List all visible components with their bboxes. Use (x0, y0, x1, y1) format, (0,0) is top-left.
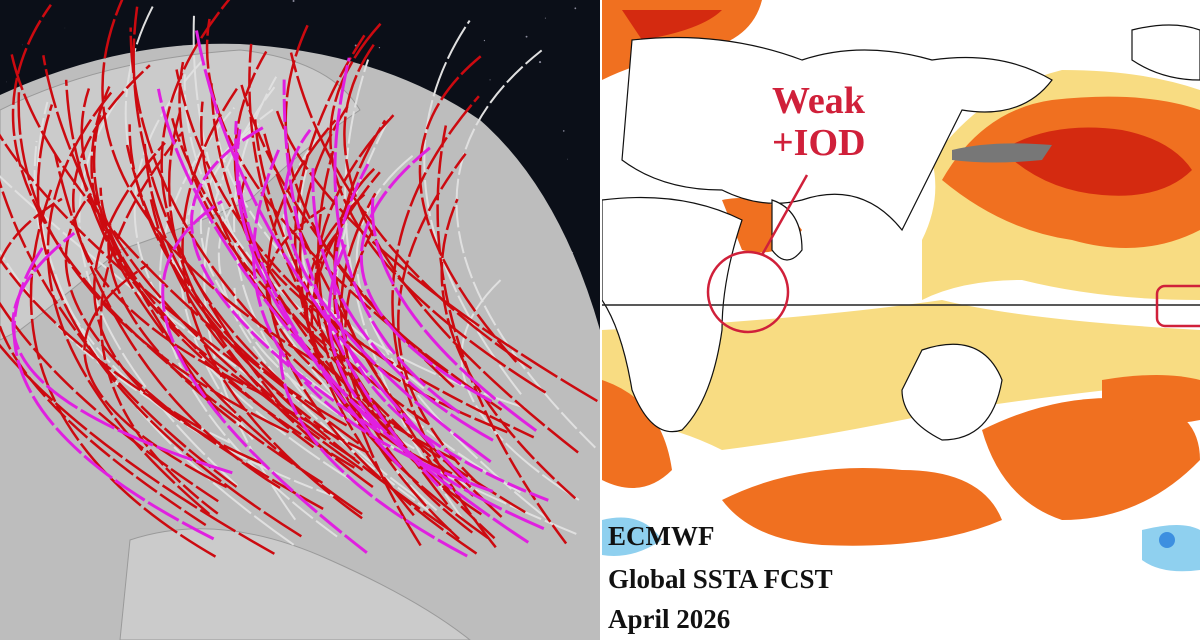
star (544, 17, 546, 19)
hurricane-track (0, 133, 241, 368)
hurricane-track (233, 287, 577, 535)
hurricane-track (311, 168, 494, 442)
star (538, 61, 542, 64)
hurricane-track (333, 119, 422, 547)
star (562, 130, 565, 132)
hurricane-track (440, 198, 577, 500)
star (567, 158, 568, 160)
annotation-pointer-line (760, 174, 809, 256)
hurricane-track (36, 104, 302, 538)
hurricane-track (175, 69, 388, 362)
hurricane-track (11, 231, 233, 475)
warm-anomaly-regions (602, 0, 1200, 546)
hurricane-track (263, 133, 451, 492)
hurricane-track (305, 193, 489, 539)
hurricane-tracks (0, 0, 598, 558)
hurricane-track (12, 247, 215, 541)
hurricane-track (0, 178, 238, 488)
hurricane-track (125, 144, 340, 441)
hurricane-track (29, 189, 217, 558)
hurricane-track (315, 228, 508, 434)
hurricane-track (235, 129, 530, 544)
hurricane-track (143, 143, 348, 427)
hurricane-track (93, 141, 262, 465)
star (574, 7, 577, 10)
star (292, 0, 295, 3)
continent-outlines (602, 24, 1200, 441)
hurricane-track (190, 126, 381, 434)
hurricane-track (178, 61, 366, 377)
hurricane-track (92, 114, 356, 469)
hurricane-track (283, 128, 492, 464)
hurricane-track (83, 263, 228, 489)
hurricane-track (161, 200, 368, 554)
south-america-land (119, 528, 471, 640)
hurricane-track (0, 197, 207, 527)
hurricane-track (436, 125, 568, 545)
star (489, 79, 491, 81)
hurricane-track (327, 243, 545, 530)
hurricane-track (78, 87, 239, 487)
hurricane-tracks-globe-panel (0, 0, 600, 640)
star (378, 46, 381, 49)
star (525, 35, 528, 38)
sst-anomaly-map (602, 0, 1200, 572)
star (21, 44, 23, 46)
hurricane-track (101, 0, 324, 367)
hurricane-track (195, 30, 471, 485)
hurricane-track (359, 146, 493, 403)
hurricane-track (99, 187, 315, 449)
hurricane-track (64, 192, 324, 510)
hurricane-track (0, 343, 275, 555)
iod-annotation: Weak +IOD (772, 80, 865, 164)
hurricane-track (11, 4, 243, 423)
sst-anomaly-map-panel: Weak +IOD ECMWF Global SSTA FCST April 2… (602, 0, 1200, 640)
hurricane-track (284, 24, 449, 375)
panel-divider (600, 0, 602, 640)
hurricane-track (160, 0, 285, 385)
caption-source: ECMWF (608, 521, 715, 551)
hurricane-track (343, 43, 579, 454)
hurricane-track (333, 163, 549, 502)
globe-map (0, 0, 600, 640)
hurricane-track (282, 79, 440, 488)
hurricane-track (233, 50, 429, 425)
hurricane-track (107, 224, 324, 484)
hurricane-track (46, 91, 211, 515)
hurricane-track (370, 197, 538, 432)
hurricane-track (455, 49, 596, 449)
star (483, 39, 486, 42)
hurricane-track (233, 76, 428, 506)
iod-highlight-circle (706, 250, 790, 334)
hurricane-track (72, 64, 270, 399)
star (6, 81, 7, 83)
caption-date: April 2026 (608, 604, 731, 634)
hurricane-track (397, 153, 478, 484)
hurricane-track (0, 256, 202, 430)
hurricane-track (344, 229, 474, 534)
hurricane-track (418, 55, 518, 363)
hurricane-track (333, 57, 461, 415)
caption-title: Global SSTA FCST (608, 564, 833, 594)
annotation-line-1: Weak (772, 80, 865, 122)
hurricane-track (423, 20, 522, 395)
hurricane-track (279, 348, 468, 558)
nino-region-highlight-box (1155, 284, 1200, 328)
cool-anomaly-regions (602, 517, 1200, 572)
hurricane-track (17, 88, 290, 434)
hurricane-track (181, 88, 363, 520)
annotation-line-2: +IOD (772, 122, 866, 164)
hurricane-track (0, 175, 263, 386)
hurricane-track (10, 53, 360, 445)
